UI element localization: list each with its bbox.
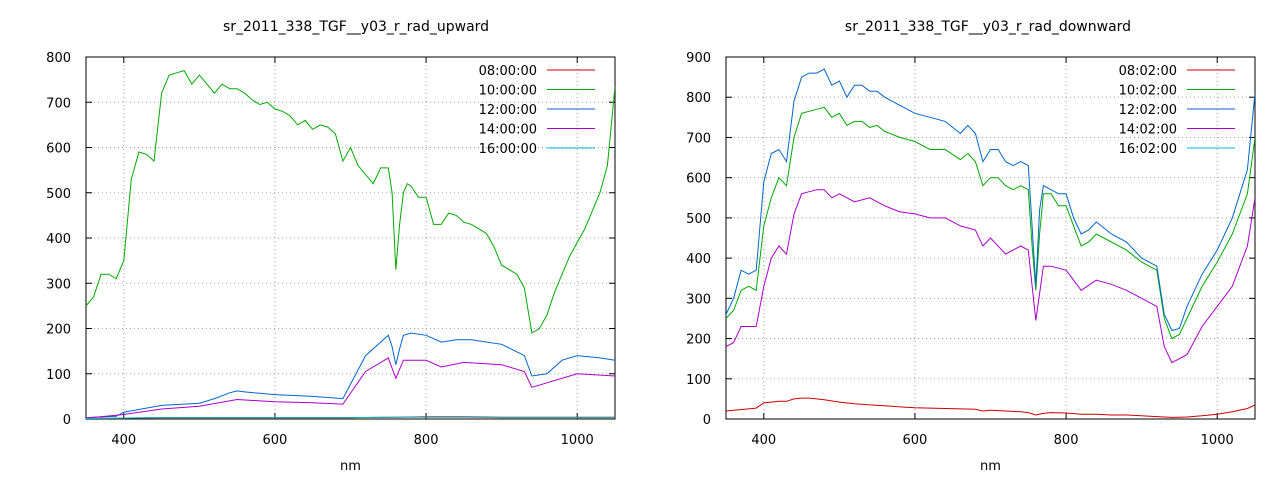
y-tick-label: 600 [46,142,71,157]
y-tick-label: 300 [686,292,711,307]
x-tick-label: 1000 [561,433,594,448]
series-line-14:00:00 [86,357,615,419]
x-tick-label: 800 [1054,433,1079,448]
series-line-12:02:00 [726,68,1255,332]
x-tick-label: 1000 [1201,433,1234,448]
y-tick-label: 800 [686,91,711,106]
series-line-10:00:00 [86,70,615,334]
x-tick-label: 600 [903,433,928,448]
y-tick-label: 600 [686,172,711,187]
y-tick-label: 500 [686,212,711,227]
y-tick-label: 700 [686,131,711,146]
legend-label: 12:00:00 [479,103,537,118]
legend-label: 08:00:00 [479,64,537,79]
chart-panel-1: 400 600 800 1000 0 100 200 300 400 500 600 700 800 sr… [46,19,616,474]
y-tick-label: 500 [46,187,71,202]
chart-panel-2: 400 600 800 1000 0 100 200 300 400 500 600 700 800 90… [686,19,1256,474]
x-axis-label: nm [340,459,361,474]
y-tick-label: 0 [63,413,71,428]
legend-label: 14:00:00 [479,123,537,138]
y-tick-label: 100 [686,373,711,388]
y-tick-label: 900 [686,51,711,66]
y-tick-label: 0 [703,413,711,428]
x-tick-label: 800 [414,433,439,448]
x-tick-label: 400 [751,433,776,448]
legend-label: 16:02:00 [1119,142,1177,157]
x-axis-label: nm [980,459,1001,474]
legend-label: 16:00:00 [479,142,537,157]
legend-label: 08:02:00 [1119,64,1177,79]
series-line-16:00:00 [86,416,615,419]
chart-title: sr_2011_338_TGF__y03_r_rad_upward [223,19,489,35]
legend-label: 10:00:00 [479,84,537,99]
y-tick-label: 700 [46,96,71,111]
x-tick-label: 600 [263,433,288,448]
y-tick-label: 200 [46,323,71,338]
series-line-12:00:00 [86,332,615,419]
y-tick-label: 300 [46,277,71,292]
series-line-10:02:00 [726,106,1255,340]
legend-label: 10:02:00 [1119,84,1177,99]
y-tick-label: 800 [46,51,71,66]
legend-label: 12:02:00 [1119,103,1177,118]
y-tick-label: 400 [686,252,711,267]
series-line-08:02:00 [726,397,1255,418]
plot-frame [725,56,1256,420]
y-tick-label: 200 [686,333,711,348]
y-tick-label: 400 [46,232,71,247]
y-tick-label: 100 [46,368,71,383]
x-tick-label: 400 [111,433,136,448]
legend-label: 14:02:00 [1119,123,1177,138]
chart-title: sr_2011_338_TGF__y03_r_rad_downward [845,19,1131,35]
series-line-14:02:00 [726,189,1255,364]
